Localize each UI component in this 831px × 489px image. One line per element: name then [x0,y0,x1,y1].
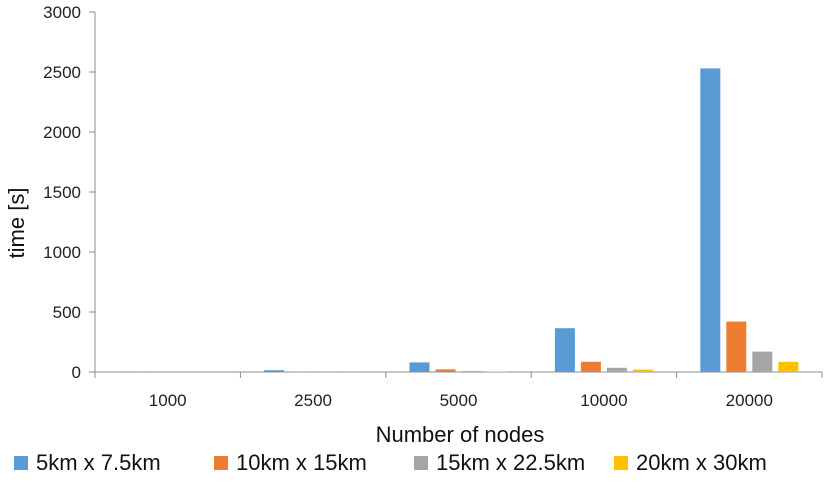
y-tick-label: 2000 [43,123,81,142]
x-axis: 1000 2500 5000 10000 20000 [94,371,823,410]
bar [554,328,575,372]
x-tick-label: 5000 [440,391,478,410]
legend-label: 20km x 30km [636,450,767,475]
y-tick-label: 1000 [43,243,81,262]
legend-label: 15km x 22.5km [436,450,585,475]
bar [632,369,653,372]
bar [726,321,747,372]
bar [435,369,456,372]
y-tick-label: 2500 [43,63,81,82]
legend-label: 10km x 15km [236,450,367,475]
bar [264,370,285,372]
bar [461,371,482,372]
legend-swatch [214,456,228,470]
y-axis-title: time [s] [4,188,29,259]
bar [606,367,627,372]
bars [118,68,799,373]
y-tick-label: 500 [53,303,81,322]
bar [752,351,773,372]
y-tick-label: 0 [72,363,81,382]
bar [580,361,601,372]
legend-label: 5km x 7.5km [36,450,161,475]
legend-swatch [614,456,628,470]
bar [487,371,508,372]
y-tick-label: 3000 [43,3,81,22]
y-tick-label: 1500 [43,183,81,202]
x-tick-label: 10000 [580,391,627,410]
x-tick-label: 20000 [726,391,773,410]
bar [778,361,799,372]
bar [409,362,430,372]
x-tick-label: 1000 [149,391,187,410]
bar [700,68,721,373]
x-tick-label: 2500 [294,391,332,410]
legend-swatch [14,456,28,470]
legend: 5km x 7.5km 10km x 15km 15km x 22.5km 20km … [14,450,767,475]
x-axis-title: Number of nodes [376,422,545,447]
legend-swatch [414,456,428,470]
y-axis: 0 500 1000 1500 2000 2500 3000 [43,3,96,382]
